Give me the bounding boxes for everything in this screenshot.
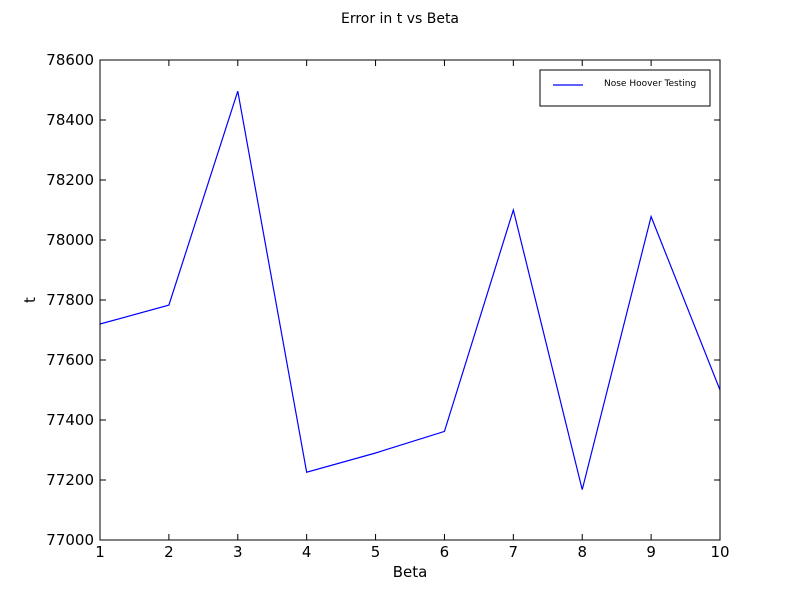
x-tick-label: 1 <box>95 543 105 561</box>
y-tick-label: 78600 <box>46 51 94 69</box>
series-layer <box>99 91 721 490</box>
y-tick-label: 78200 <box>46 171 94 189</box>
x-tick-label: 10 <box>710 543 729 561</box>
y-tick-label: 77800 <box>46 291 94 309</box>
y-tick-label: 77400 <box>46 411 94 429</box>
x-tick-label: 3 <box>233 543 243 561</box>
x-tick-label: 7 <box>509 543 519 561</box>
plot-area: 1 2 3 4 5 6 7 8 9 10 77000 77200 77400 77600 77800 7800… <box>46 51 729 561</box>
y-tick-label: 77600 <box>46 351 94 369</box>
legend-box <box>539 69 711 107</box>
x-tick-label: 9 <box>646 543 656 561</box>
x-tick-label: 2 <box>164 543 174 561</box>
axes-frame <box>99 59 721 541</box>
ticks-layer: 1 2 3 4 5 6 7 8 9 10 77000 77200 77400 77600 77800 7800… <box>46 51 729 561</box>
x-tick-label: 8 <box>577 543 587 561</box>
y-tick-label: 77000 <box>46 531 94 549</box>
y-axis-label: t <box>21 297 39 303</box>
x-tick-label: 5 <box>371 543 381 561</box>
series-line <box>99 91 721 490</box>
legend-label: Nose Hoover Testing <box>604 79 696 89</box>
x-tick-label: 4 <box>302 543 312 561</box>
chart-title: Error in t vs Beta <box>341 11 459 27</box>
x-axis-label: Beta <box>393 563 428 581</box>
y-tick-label: 77200 <box>46 471 94 489</box>
y-tick-label: 78400 <box>46 111 94 129</box>
legend: Nose Hoover Testing <box>539 69 711 107</box>
y-tick-label: 78000 <box>46 231 94 249</box>
x-tick-label: 6 <box>440 543 450 561</box>
